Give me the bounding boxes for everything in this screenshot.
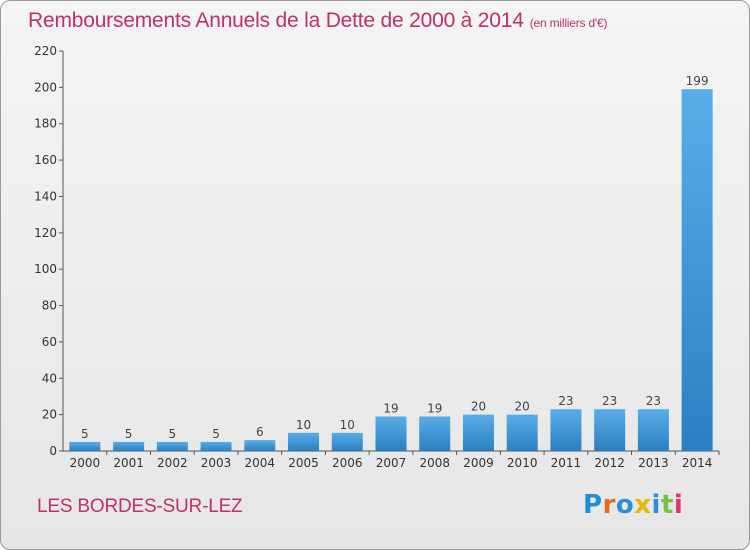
bars [69,89,713,451]
x-tick-label: 2010 [507,456,538,470]
data-label-2011: 23 [558,394,573,408]
y-tick-label: 160 [34,153,57,167]
x-tick-label: 2001 [113,456,144,470]
x-tick-label: 2006 [332,456,363,470]
x-tick-label: 2009 [463,456,494,470]
data-label-2013: 23 [646,394,661,408]
chart-title: Remboursements Annuels de la Dette de 20… [28,9,607,33]
y-tick-label: 60 [42,335,57,349]
bar-2009 [462,414,494,451]
y-tick-label: 80 [42,299,57,313]
bar-2010 [506,414,538,451]
data-label-2010: 20 [515,400,530,414]
bar-2008 [419,416,451,451]
y-axis: 0 20 40 60 80 100 120 140 160 180 200 220 [34,44,64,458]
title-text: Remboursements Annuels de la Dette de 20… [28,9,524,32]
x-tick-label: 2011 [551,456,582,470]
x-tick-label: 2008 [419,456,450,470]
x-axis: 2000 2001 2002 2003 2004 2005 2006 2007 2008 2009… [63,450,720,470]
bar-2001 [113,441,145,451]
data-label-2002: 5 [169,427,177,441]
data-label-2003: 5 [212,427,220,441]
town-name: LES BORDES-SUR-LEZ [37,496,243,517]
bar-2003 [200,441,232,451]
bar-2000 [69,441,101,451]
data-label-2000: 5 [81,427,89,441]
x-tick-label: 2005 [288,456,319,470]
y-tick-label: 40 [42,371,57,385]
data-label-2007: 19 [383,401,398,415]
logo-letter: P [583,490,603,520]
bar-2006 [331,432,363,451]
y-tick-label: 0 [49,444,57,458]
logo-letter: r [602,490,616,520]
y-tick-label: 180 [34,117,57,131]
logo-letter: o [615,490,635,520]
data-labels: 5 5 5 5 6 10 10 19 19 20 20 23 23 23 199 [81,74,709,441]
bar-2004 [244,440,276,451]
x-tick-label: 2000 [70,456,101,470]
logo-letter: i [651,490,661,520]
proxiti-logo: Proxiti [583,490,683,520]
bar-2011 [550,409,582,451]
bar-2013 [637,409,669,451]
data-label-2001: 5 [125,427,133,441]
x-tick-label: 2012 [594,456,625,470]
x-tick-label: 2003 [201,456,232,470]
x-tick-label: 2004 [245,456,276,470]
y-tick-label: 140 [34,189,57,203]
data-label-2014: 199 [686,74,709,88]
data-label-2012: 23 [602,394,617,408]
y-tick-label: 120 [34,226,57,240]
y-tick-label: 200 [34,80,57,94]
logo-letter: x [634,490,652,520]
y-tick-label: 20 [42,408,57,422]
bar-2014 [681,89,713,451]
data-label-2004: 6 [256,425,264,439]
x-tick-label: 2013 [638,456,669,470]
bar-2002 [156,441,188,451]
logo-letter: i [673,490,684,520]
data-label-2005: 10 [296,418,311,432]
bar-2007 [375,416,407,451]
data-label-2006: 10 [340,418,355,432]
data-label-2008: 19 [427,401,442,415]
x-tick-label: 2002 [157,456,188,470]
title-unit: (en milliers d'€) [529,16,608,30]
bar-2012 [594,409,626,451]
y-tick-label: 100 [34,262,57,276]
y-tick-label: 220 [34,44,57,58]
bar-2005 [288,432,320,451]
x-tick-label: 2007 [376,456,407,470]
x-tick-label: 2014 [682,456,713,470]
logo-letter: t [660,490,674,520]
data-label-2009: 20 [471,400,486,414]
